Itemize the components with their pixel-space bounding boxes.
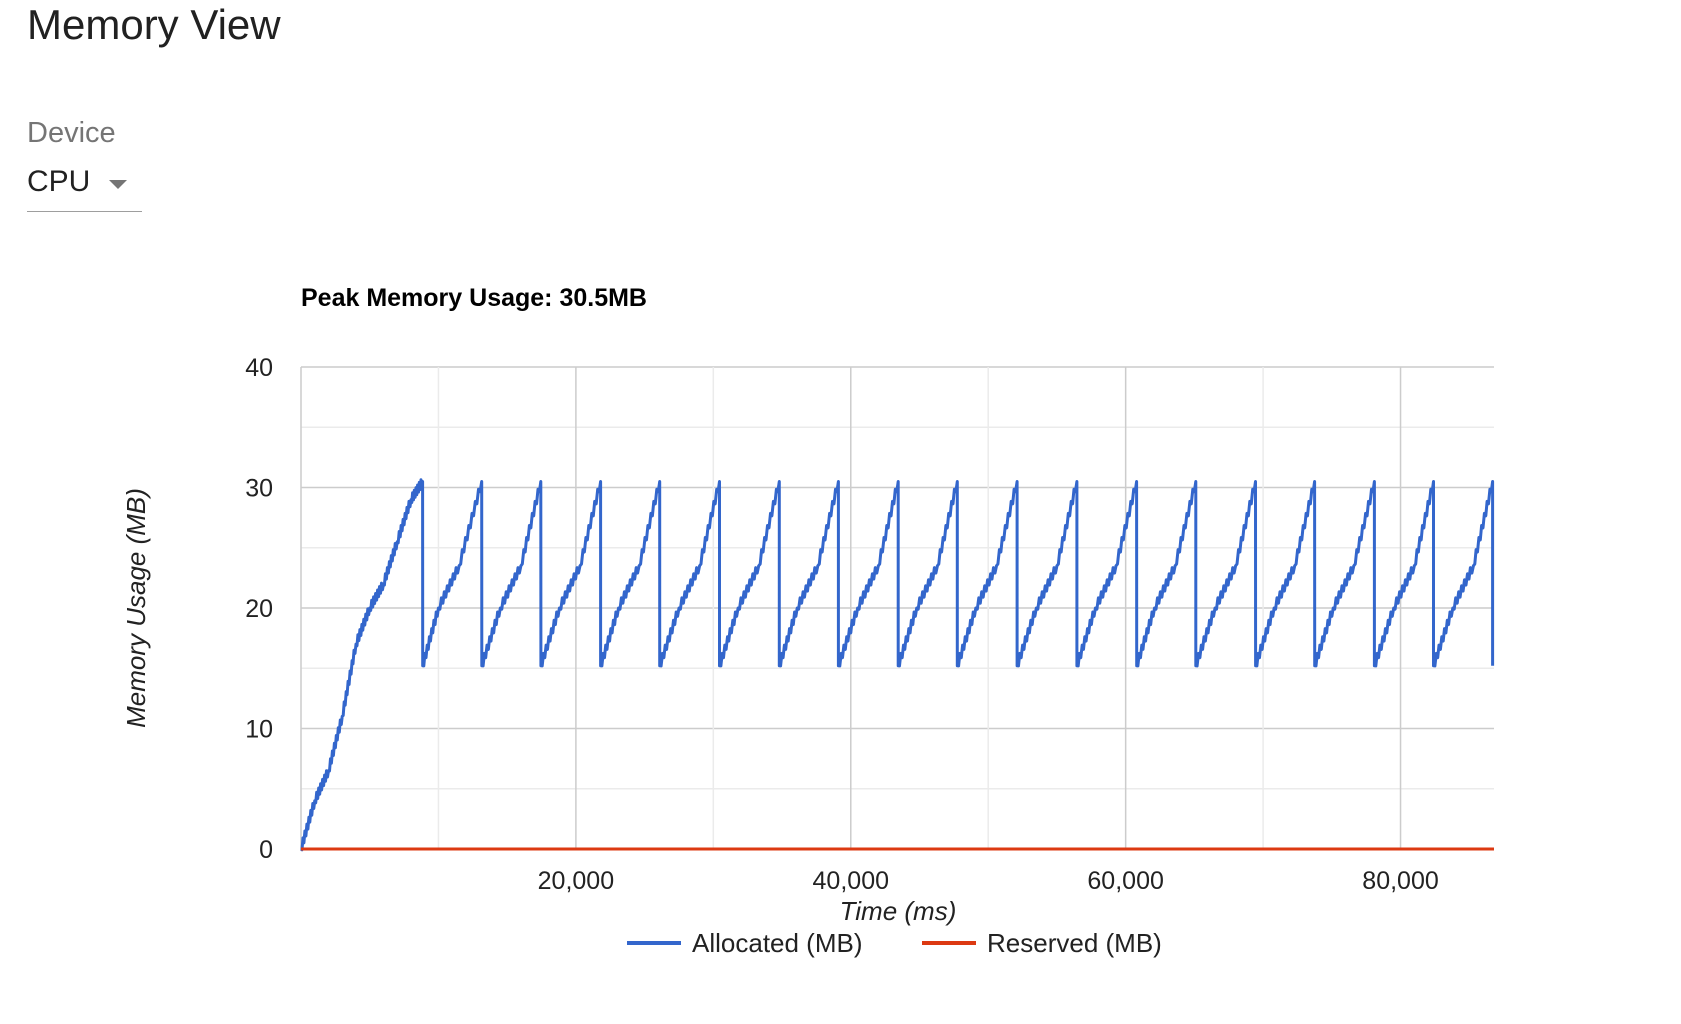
- y-tick-label: 0: [259, 836, 273, 864]
- legend-reserved[interactable]: Reserved (MB): [922, 928, 1162, 958]
- series-lines: [300, 478, 1495, 852]
- memory-usage-chart: Peak Memory Usage: 30.5MB 0 10 20 30 40 20,00…: [121, 284, 1495, 958]
- x-tick-label: 80,000: [1362, 867, 1438, 895]
- device-label: Device: [27, 117, 116, 149]
- y-tick-label: 30: [245, 475, 273, 503]
- legend-allocated[interactable]: Allocated (MB): [627, 928, 863, 958]
- x-tick-label: 40,000: [813, 867, 889, 895]
- device-select[interactable]: Device CPU: [27, 116, 142, 213]
- axis-tick-labels: 0 10 20 30 40 20,000 40,000 60,000 80,000: [245, 354, 1439, 895]
- x-tick-label: 60,000: [1087, 867, 1163, 895]
- x-tick-label: 20,000: [538, 867, 614, 895]
- x-axis-title: Time (ms): [840, 896, 957, 926]
- y-axis-title: Memory Usage (MB): [121, 488, 151, 728]
- dropdown-arrow-icon[interactable]: [109, 180, 127, 189]
- device-value[interactable]: CPU: [27, 165, 91, 198]
- page-title: Memory View: [27, 1, 281, 48]
- y-tick-label: 40: [245, 354, 273, 382]
- y-tick-label: 20: [245, 595, 273, 623]
- chart-legend: Allocated (MB) Reserved (MB): [627, 928, 1162, 958]
- allocated-series-line: [300, 478, 1495, 852]
- device-dropdown[interactable]: CPU: [27, 164, 142, 204]
- chart-title: Peak Memory Usage: 30.5MB: [301, 284, 647, 312]
- y-tick-label: 10: [245, 716, 273, 744]
- legend-reserved-label: Reserved (MB): [987, 928, 1162, 958]
- device-select-underline: [27, 211, 142, 212]
- legend-allocated-label: Allocated (MB): [692, 928, 863, 958]
